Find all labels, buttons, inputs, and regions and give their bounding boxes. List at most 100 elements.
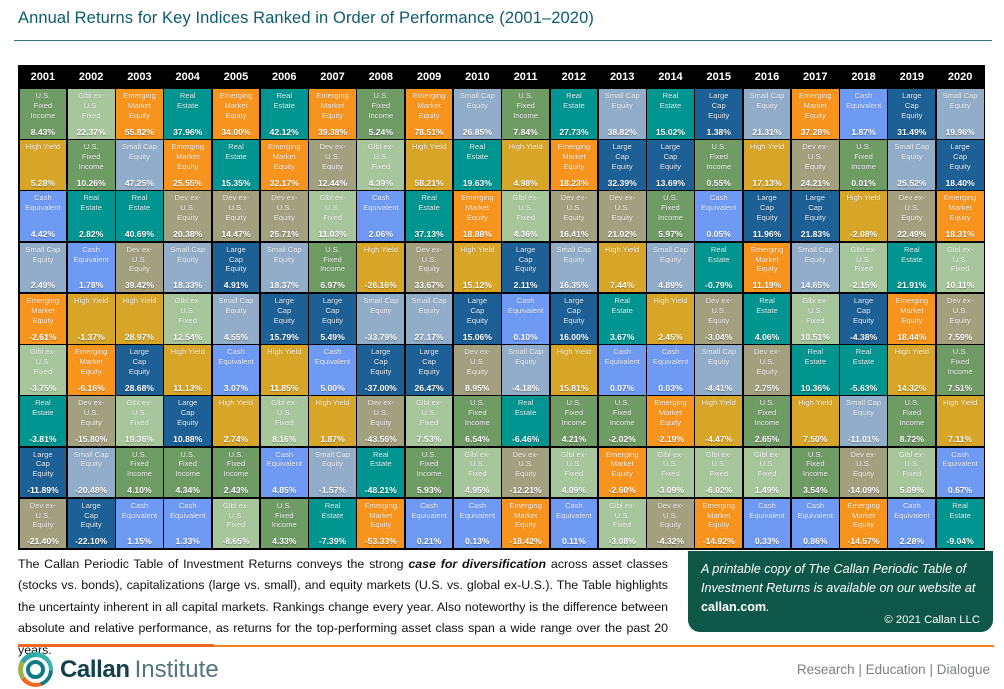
- asset-class-label: Small Cap Equity: [73, 449, 109, 469]
- asset-class-label: Real Estate: [418, 193, 440, 213]
- asset-class-label: Small Cap Equity: [894, 142, 930, 162]
- return-value: 0.13%: [465, 536, 490, 547]
- asset-class-label: Dev ex- U.S. Equity: [802, 142, 829, 171]
- return-value: -18.42%: [509, 536, 542, 547]
- callan-institute-logo: Callan Institute: [18, 652, 219, 687]
- return-cell-2004-usf: U.S. Fixed Income 4.34%: [164, 447, 212, 498]
- asset-class-label: U.S. Fixed Income: [464, 398, 490, 428]
- return-value: 13.69%: [655, 177, 686, 188]
- asset-class-label: High Yield: [605, 244, 640, 254]
- asset-class-label: Dev ex- U.S. Equity: [609, 193, 636, 223]
- return-cell-2017-usf: U.S. Fixed Income 3.54%: [791, 447, 839, 498]
- return-value: -14.09%: [847, 485, 880, 496]
- return-cell-2017-re: Real Estate 10.36%: [791, 345, 839, 395]
- return-value: 31.49%: [897, 126, 927, 137]
- return-cell-2006-em: Emerging Market Equity 32.17%: [260, 140, 308, 190]
- return-cell-2007-sc: Small Cap Equity -1.57%: [309, 447, 356, 498]
- return-cell-2019-re: Real Estate 21.91%: [888, 242, 936, 293]
- asset-class-label: Small Cap Equity: [652, 244, 688, 264]
- return-value: 14.47%: [221, 229, 251, 240]
- return-value: 16.41%: [559, 229, 589, 240]
- asset-class-label: Dev ex- U.S. Equity: [560, 193, 587, 223]
- commentary-text-after: across asset classes (stocks vs. bonds),…: [18, 557, 668, 657]
- asset-class-label: Emerging Market Equity: [702, 500, 735, 530]
- asset-class-label: Small Cap Equity: [701, 347, 737, 366]
- return-value: -4.32%: [656, 536, 685, 547]
- return-cell-2009-glbl: Glbl ex- U.S. Fixed 7.53%: [405, 396, 453, 447]
- asset-class-label: Dev ex- U.S. Equity: [126, 244, 153, 274]
- asset-class-label: Large Cap Equity: [466, 295, 488, 325]
- printable-copy-callout: A printable copy of The Callan Periodic …: [688, 551, 993, 632]
- asset-class-label: Real Estate: [32, 398, 54, 418]
- return-value: 6.97%: [320, 280, 345, 291]
- return-value: -3.08%: [608, 536, 636, 547]
- return-value: 7.44%: [609, 280, 635, 291]
- return-value: 42.12%: [269, 126, 299, 137]
- asset-class-label: Emerging Market Equity: [219, 91, 253, 120]
- asset-class-label: Glbl ex- U.S. Fixed: [174, 295, 201, 325]
- callan-com-link[interactable]: callan.com: [701, 599, 767, 614]
- commentary-text-before: The Callan Periodic Table of Investment …: [18, 557, 409, 571]
- asset-class-label: Large Cap Equity: [418, 347, 440, 376]
- return-cell-2011-em: Emerging Market Equity -18.42%: [502, 498, 550, 549]
- return-cell-2005-cash: Cash Equivalent 3.07%: [212, 345, 260, 395]
- return-value: 16.00%: [559, 331, 589, 342]
- return-cell-2002-hy: High Yield -1.37%: [67, 293, 115, 344]
- return-cell-2010-hy: High Yield 15.12%: [453, 242, 501, 293]
- return-value: 14.65%: [800, 280, 830, 291]
- asset-class-label: Dev ex- U.S. Equity: [947, 295, 974, 325]
- asset-class-label: Emerging Market Equity: [509, 500, 542, 530]
- asset-class-label: Large Cap Equity: [515, 244, 537, 274]
- return-cell-2004-lc: Large Cap Equity 10.88%: [164, 396, 212, 447]
- return-cell-2006-hy: High Yield 11.85%: [260, 345, 308, 395]
- return-cell-2016-hy: High Yield 17.13%: [743, 140, 791, 190]
- return-cell-2010-sc: Small Cap Equity 26.85%: [453, 89, 501, 139]
- title-divider: [14, 40, 992, 41]
- return-value: 12.54%: [173, 331, 203, 342]
- asset-class-label: Real Estate: [707, 244, 730, 264]
- return-cell-2014-hy: High Yield 2.45%: [647, 293, 694, 344]
- return-value: -4.38%: [849, 331, 878, 342]
- return-value: 21.91%: [897, 280, 927, 291]
- return-cell-2003-lc: Large Cap Equity 28.68%: [116, 345, 163, 395]
- return-value: 5.28%: [30, 177, 56, 188]
- return-cell-2015-em: Emerging Market Equity -14.92%: [695, 498, 743, 549]
- return-value: 4.98%: [513, 177, 538, 188]
- return-cell-2013-cash: Cash Equivalent 0.07%: [598, 345, 646, 395]
- return-value: 22.37%: [76, 126, 106, 137]
- asset-class-label: Cash Equivalent: [556, 500, 592, 520]
- asset-class-label: Cash Equivalent: [701, 193, 737, 213]
- return-value: 39.38%: [317, 126, 348, 137]
- return-value: 2.82%: [78, 229, 104, 240]
- asset-class-label: Real Estate: [225, 142, 247, 162]
- asset-class-label: U.S. Fixed Income: [802, 449, 828, 479]
- year-header-2019: 2019: [888, 66, 936, 88]
- return-cell-2003-hy: High Yield 28.97%: [116, 293, 163, 344]
- return-cell-2008-glbl: Glbl ex- U.S. Fixed 4.39%: [357, 140, 405, 190]
- asset-class-label: Cash Equivalent: [845, 91, 882, 110]
- asset-class-label: U.S. Fixed Income: [706, 142, 732, 171]
- return-cell-2018-cash: Cash Equivalent 1.87%: [840, 89, 887, 139]
- return-cell-2016-em: Emerging Market Equity 11.19%: [743, 242, 791, 293]
- return-cell-2007-cash: Cash Equivalent 5.00%: [309, 345, 356, 395]
- return-value: 2.45%: [658, 331, 683, 342]
- asset-class-label: Small Cap Equity: [942, 91, 978, 110]
- return-value: 7.51%: [947, 382, 973, 393]
- return-cell-2006-dev: Dev ex- U.S. Equity 25.71%: [260, 191, 308, 242]
- return-cell-2014-lc: Large Cap Equity 13.69%: [647, 140, 694, 190]
- return-cell-2007-hy: High Yield 1.87%: [309, 396, 356, 447]
- year-header-2009: 2009: [405, 66, 453, 88]
- asset-class-label: High Yield: [701, 398, 736, 408]
- asset-class-label: High Yield: [363, 244, 398, 254]
- return-cell-2015-lc: Large Cap Equity 1.38%: [695, 89, 743, 139]
- return-cell-2004-cash: Cash Equivalent 1.33%: [164, 498, 212, 549]
- return-cell-2018-lc: Large Cap Equity -4.38%: [840, 293, 887, 344]
- asset-class-label: U.S. Fixed Income: [126, 449, 152, 479]
- asset-class-label: Small Cap Equity: [266, 244, 302, 264]
- return-cell-2012-dev: Dev ex- U.S. Equity 16.41%: [550, 191, 598, 242]
- return-value: 1.87%: [851, 126, 876, 137]
- asset-class-label: U.S. Fixed Income: [899, 398, 925, 428]
- return-value: 8.16%: [272, 434, 297, 445]
- return-value: 4.39%: [368, 177, 393, 188]
- page-title: Annual Returns for Key Indices Ranked in…: [18, 9, 594, 27]
